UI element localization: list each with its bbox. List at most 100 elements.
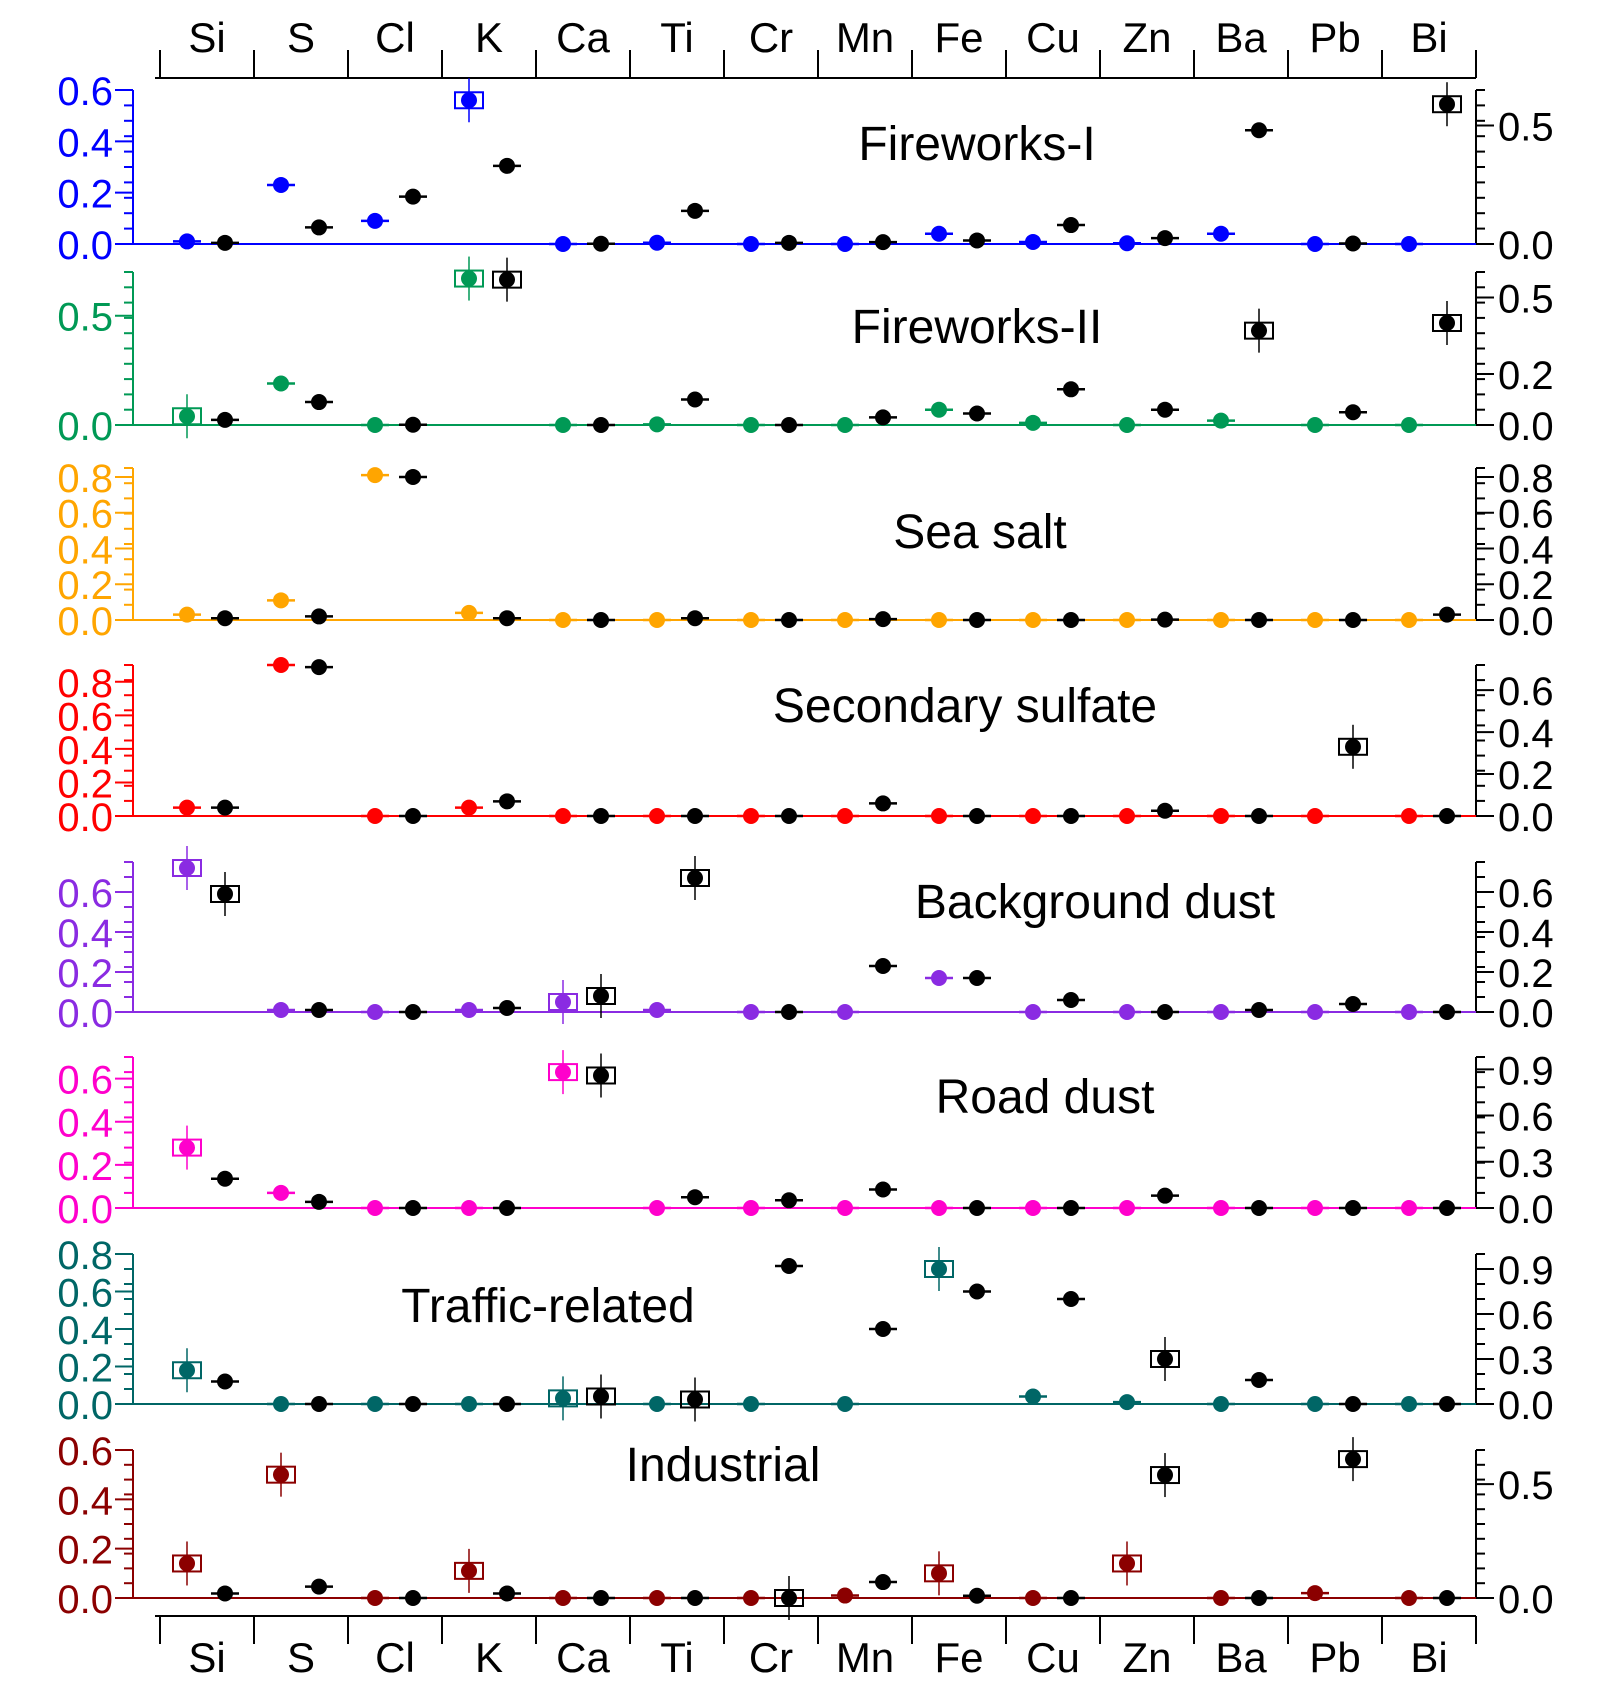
colored-mark-point — [179, 860, 195, 876]
black-mark-point — [969, 1200, 985, 1216]
colored-mark-point — [273, 1396, 289, 1412]
colored-mark-point — [837, 1587, 853, 1604]
top-category-label: Zn — [1122, 14, 1171, 61]
panel-title: Fireworks-II — [852, 301, 1103, 354]
black-mark-point — [593, 235, 609, 252]
black-mark-point — [593, 808, 609, 824]
colored-mark-point — [1119, 1555, 1135, 1572]
colored-mark-point — [837, 236, 853, 252]
black-mark-point — [969, 405, 985, 422]
left-tick-label: 0.8 — [57, 662, 113, 706]
colored-mark-point — [1025, 1590, 1041, 1606]
left-tick-label: 0.6 — [57, 872, 113, 916]
right-tick-label: 0.4 — [1498, 528, 1554, 572]
right-tick-label: 0.3 — [1498, 1339, 1554, 1383]
left-tick-label: 0.8 — [57, 457, 113, 501]
colored-mark-point — [461, 1396, 477, 1412]
black-mark-point — [499, 1585, 515, 1602]
black-mark-point — [687, 1391, 703, 1408]
left-tick-label: 0.2 — [57, 1529, 113, 1573]
black-mark-point — [593, 417, 609, 433]
colored-mark-point — [1025, 1388, 1041, 1405]
left-tick-label: 0.4 — [57, 1309, 113, 1353]
black-mark-point — [969, 612, 985, 628]
colored-mark-point — [931, 1261, 947, 1277]
black-mark-point — [1439, 1396, 1455, 1412]
colored-mark-point — [1119, 1200, 1135, 1216]
colored-mark-point — [649, 416, 665, 433]
colored-mark-point — [1307, 1585, 1323, 1602]
right-tick-label: 0.6 — [1498, 493, 1554, 537]
colored-mark-point — [1401, 236, 1417, 252]
black-mark-point — [1157, 401, 1173, 418]
colored-mark-point — [1401, 808, 1417, 824]
colored-mark-point — [931, 1565, 947, 1582]
black-mark-point — [499, 1000, 515, 1016]
right-tick-label: 0.6 — [1498, 1096, 1554, 1140]
right-tick-label: 0.6 — [1498, 670, 1554, 714]
black-mark-point — [687, 1590, 703, 1606]
black-mark-point — [1439, 315, 1455, 331]
bottom-category-label: Fe — [934, 1634, 983, 1681]
right-tick-label: 0.0 — [1498, 1188, 1554, 1232]
black-mark-point — [1251, 1372, 1267, 1388]
bottom-category-label: Cu — [1026, 1634, 1080, 1681]
left-tick-label: 0.6 — [57, 1059, 113, 1103]
colored-mark-point — [555, 236, 571, 252]
right-tick-label: 0.6 — [1498, 1294, 1554, 1338]
black-mark-point — [1439, 808, 1455, 824]
left-tick-label: 0.2 — [57, 564, 113, 608]
colored-mark-point — [1119, 1394, 1135, 1411]
black-mark-point — [405, 808, 421, 824]
right-tick-label: 0.5 — [1498, 106, 1554, 150]
panel-title: Background dust — [915, 876, 1275, 929]
left-tick-label: 0.4 — [57, 912, 113, 956]
right-tick-label: 0.0 — [1498, 796, 1554, 840]
bottom-category-label: S — [287, 1634, 315, 1681]
colored-mark-point — [461, 92, 477, 109]
black-mark-point — [969, 1283, 985, 1300]
colored-mark-point — [1213, 612, 1229, 628]
black-mark-point — [1251, 1590, 1267, 1606]
colored-mark-point — [367, 808, 383, 824]
colored-mark-point — [1119, 235, 1135, 252]
colored-mark-point — [743, 1396, 759, 1412]
black-mark-point — [969, 232, 985, 249]
colored-mark-point — [179, 1362, 195, 1379]
left-tick-label: 0.2 — [57, 762, 113, 806]
top-category-label: Cl — [375, 14, 415, 61]
black-mark-point — [687, 202, 703, 219]
colored-mark-point — [1307, 1004, 1323, 1020]
colored-mark-point — [555, 612, 571, 628]
colored-mark-point — [1025, 612, 1041, 628]
colored-mark-point — [1307, 417, 1323, 433]
black-mark-point — [1157, 611, 1173, 628]
left-tick-label: 0.0 — [57, 224, 113, 268]
right-tick-label: 0.0 — [1498, 1384, 1554, 1428]
colored-mark-point — [367, 1396, 383, 1412]
colored-mark-point — [931, 401, 947, 418]
black-mark-point — [687, 808, 703, 824]
top-category-label: Ca — [556, 14, 610, 61]
colored-mark-point — [1213, 1396, 1229, 1412]
top-category-label: Cr — [749, 14, 793, 61]
left-tick-label: 0.6 — [57, 695, 113, 739]
black-mark-point — [1439, 1200, 1455, 1216]
black-mark-point — [875, 234, 891, 251]
panel-industrial: 0.0 0.2 0.4 0.6 0.0 0.5 Industrial — [57, 1430, 1553, 1622]
colored-mark-point — [1401, 1590, 1417, 1606]
colored-mark-point — [461, 270, 477, 287]
colored-mark-point — [931, 612, 947, 628]
black-mark-point — [405, 1004, 421, 1020]
left-tick-label: 0.4 — [57, 1102, 113, 1146]
black-mark-point — [1157, 802, 1173, 819]
right-tick-label: 0.8 — [1498, 457, 1554, 501]
colored-mark-point — [555, 1390, 571, 1407]
black-mark-point — [311, 394, 327, 411]
colored-mark-point — [179, 1139, 195, 1156]
colored-mark-point — [1401, 417, 1417, 433]
colored-mark-point — [461, 799, 477, 816]
black-mark-point — [781, 1590, 797, 1606]
